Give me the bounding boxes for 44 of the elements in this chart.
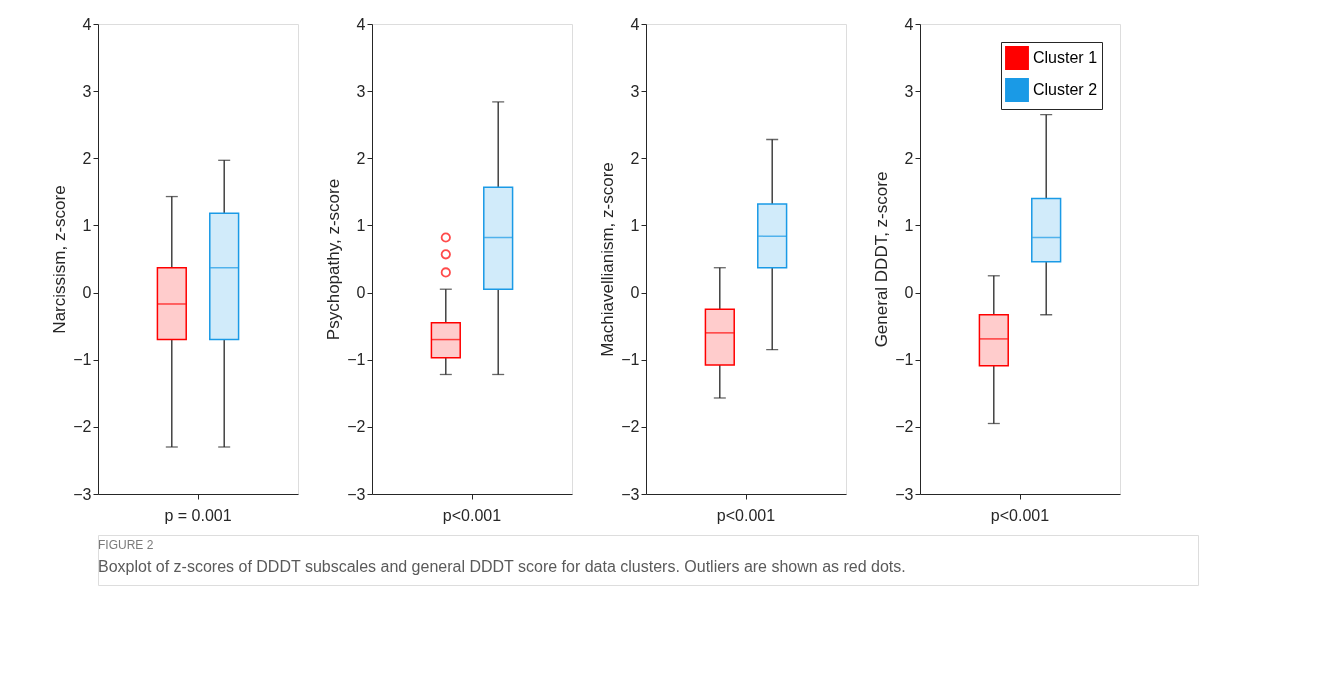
y-tick-label: 0 xyxy=(82,284,92,302)
y-tick-label: −1 xyxy=(621,351,640,369)
y-tick-label: −3 xyxy=(895,485,914,503)
y-tick-label: 0 xyxy=(630,284,640,302)
y-tick-label: −3 xyxy=(73,485,92,503)
x-tick-label: p<0.001 xyxy=(990,506,1050,524)
y-tick-label: −2 xyxy=(895,418,914,436)
y-axis-title: General DDDT, z-score xyxy=(872,171,892,348)
y-tick-label: 2 xyxy=(630,149,640,167)
y-tick-label: 3 xyxy=(82,82,92,100)
y-tick-label: −1 xyxy=(347,351,366,369)
y-tick-label: 3 xyxy=(904,82,914,100)
x-tick-label: p<0.001 xyxy=(442,506,502,524)
y-tick-label: 2 xyxy=(82,149,92,167)
caption: FIGURE 2 xyxy=(98,538,154,552)
y-tick-label: 2 xyxy=(356,149,366,167)
y-tick-label: −1 xyxy=(73,351,92,369)
y-tick-label: 1 xyxy=(356,216,366,234)
legend-label: Cluster 1 xyxy=(1033,49,1098,66)
y-tick-label: 4 xyxy=(630,15,640,33)
y-tick-label: 2 xyxy=(904,149,914,167)
y-tick-label: −2 xyxy=(73,418,92,436)
y-tick-label: 4 xyxy=(82,15,92,33)
y-axis-title: Narcissism, z-score xyxy=(50,185,70,334)
y-tick-label: 3 xyxy=(630,82,640,100)
x-tick-label: p<0.001 xyxy=(716,506,776,524)
y-axis-title: Psychopathy, z-score xyxy=(324,178,344,341)
y-tick-label: 3 xyxy=(356,82,366,100)
y-tick-label: −2 xyxy=(347,418,366,436)
y-tick-label: 1 xyxy=(82,216,92,234)
y-tick-label: −3 xyxy=(347,485,366,503)
y-tick-label: 4 xyxy=(356,15,366,33)
y-tick-label: 1 xyxy=(904,216,914,234)
y-tick-label: −3 xyxy=(621,485,640,503)
text: Boxplot of z-scores of DDDT subscales and general DDDT score for data clusters. Outliers are shown as red dots. xyxy=(98,558,906,575)
y-axis-title: Machiavellianism, z-score xyxy=(598,162,618,357)
y-tick-label: 0 xyxy=(356,284,366,302)
legend-label: Cluster 2 xyxy=(1033,81,1098,98)
x-tick-label: p = 0.001 xyxy=(164,506,232,524)
y-tick-label: 4 xyxy=(904,15,914,33)
y-tick-label: −2 xyxy=(621,418,640,436)
y-tick-label: −1 xyxy=(895,351,914,369)
y-tick-label: 1 xyxy=(630,216,640,234)
y-tick-label: 0 xyxy=(904,284,914,302)
